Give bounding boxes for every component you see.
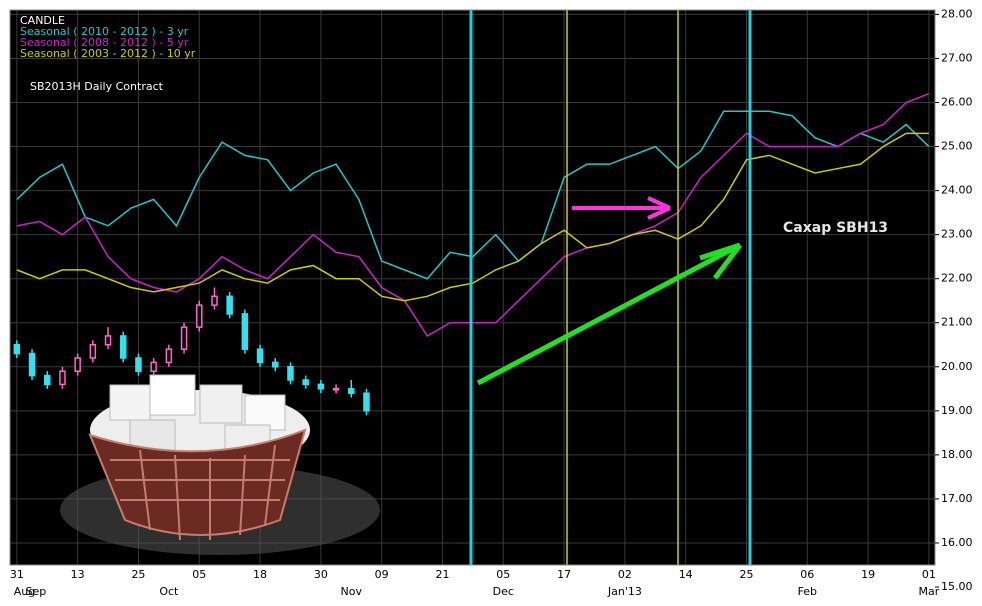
y-tick-label: 20.00 bbox=[941, 360, 973, 373]
series-line bbox=[16, 110, 930, 280]
x-tick-label: 31 bbox=[10, 568, 24, 581]
legend-entry: Seasonal ( 2010 - 2012 ) - 3 yr bbox=[20, 25, 189, 38]
series-line bbox=[16, 92, 930, 337]
y-tick-label: 24.00 bbox=[941, 184, 973, 197]
candle-body bbox=[317, 383, 325, 390]
x-month-label: Jan'13 bbox=[607, 585, 642, 598]
y-tick-label: 26.00 bbox=[941, 96, 973, 109]
candle-body bbox=[180, 326, 188, 350]
candle-body bbox=[256, 348, 264, 364]
candle-body bbox=[332, 388, 340, 391]
candle-body bbox=[287, 366, 294, 381]
x-tick-label: 13 bbox=[71, 568, 85, 581]
marks bbox=[13, 92, 930, 416]
trend-arrow bbox=[476, 242, 742, 386]
sugar-cube bbox=[199, 384, 243, 424]
sugar-cube bbox=[244, 394, 286, 431]
chart-title: SB2013H Daily Contract bbox=[30, 80, 164, 93]
candle-body bbox=[272, 361, 279, 368]
x-month-label: Nov bbox=[341, 585, 363, 598]
candle-body bbox=[226, 295, 233, 315]
x-tick-label: 05 bbox=[496, 568, 510, 581]
y-tick-label: 25.00 bbox=[941, 140, 973, 153]
y-tick-label: 18.00 bbox=[941, 448, 973, 461]
candle-body bbox=[348, 388, 355, 394]
x-tick-label: 09 bbox=[375, 568, 389, 581]
pink-arrow bbox=[572, 196, 671, 220]
x-tick-label: 02 bbox=[618, 568, 632, 581]
annotation: Сахар SBH13 bbox=[783, 220, 888, 236]
sugar-cube bbox=[149, 374, 196, 416]
x-tick-label: 06 bbox=[800, 568, 814, 581]
x-tick-label: 17 bbox=[557, 568, 571, 581]
candle-body bbox=[119, 335, 127, 359]
candle-body bbox=[211, 295, 218, 306]
x-tick-label: 05 bbox=[192, 568, 206, 581]
candle-body bbox=[363, 392, 370, 412]
x-tick-label: 21 bbox=[435, 568, 449, 581]
y-tick-label: 17.00 bbox=[941, 492, 973, 505]
x-tick-label: 18 bbox=[253, 568, 267, 581]
y-tick-label: 21.00 bbox=[941, 316, 973, 329]
candle-body bbox=[150, 361, 157, 372]
basket-weave bbox=[110, 444, 290, 541]
legend-entry: CANDLE bbox=[20, 14, 65, 27]
sugar-basket bbox=[60, 374, 380, 555]
y-tick-label: 15.00 bbox=[941, 580, 973, 593]
candle-body bbox=[135, 357, 142, 372]
candle-body bbox=[196, 304, 203, 328]
x-month-label: Aug bbox=[14, 585, 35, 598]
y-tick-label: 16.00 bbox=[941, 536, 973, 549]
sugar-cube bbox=[109, 384, 151, 421]
x-month-label: Mar bbox=[919, 585, 940, 598]
series-line bbox=[16, 132, 929, 302]
x-month-label: Oct bbox=[159, 585, 179, 598]
x-tick-label: 25 bbox=[740, 568, 754, 581]
candle-body bbox=[302, 379, 309, 386]
y-tick-label: 19.00 bbox=[941, 404, 973, 417]
candle-body bbox=[165, 348, 173, 364]
x-tick-label: 30 bbox=[314, 568, 328, 581]
legend: Seasonal ( 2010 - 2012 ) - 3 yrSeasonal … bbox=[20, 25, 196, 60]
candle-body bbox=[74, 357, 81, 372]
x-tick-label: 14 bbox=[679, 568, 693, 581]
x-tick-label: 01 bbox=[922, 568, 936, 581]
candle-body bbox=[13, 344, 21, 355]
y-tick-label: 22.00 bbox=[941, 272, 973, 285]
x-tick-label: 25 bbox=[131, 568, 145, 581]
legend-entry: Seasonal ( 2003 - 2012 ) - 10 yr bbox=[20, 47, 196, 60]
candle-body bbox=[59, 370, 66, 386]
plot-frame bbox=[9, 9, 936, 566]
basket bbox=[88, 428, 307, 536]
candle-body bbox=[43, 374, 51, 386]
x-month-label: Sep bbox=[25, 585, 46, 598]
candle-body bbox=[104, 335, 112, 346]
legend-entry: Seasonal ( 2008 - 2012 ) - 5 yr bbox=[20, 36, 189, 49]
x-tick-label: 19 bbox=[861, 568, 875, 581]
candle-body bbox=[241, 313, 249, 350]
candle-body bbox=[89, 344, 97, 359]
y-tick-label: 23.00 bbox=[941, 228, 973, 241]
x-month-label: Dec bbox=[493, 585, 514, 598]
y-tick-label: 28.00 bbox=[941, 7, 973, 20]
x-month-label: Feb bbox=[798, 585, 817, 598]
candle-body bbox=[28, 352, 36, 377]
y-tick-label: 27.00 bbox=[941, 51, 973, 64]
